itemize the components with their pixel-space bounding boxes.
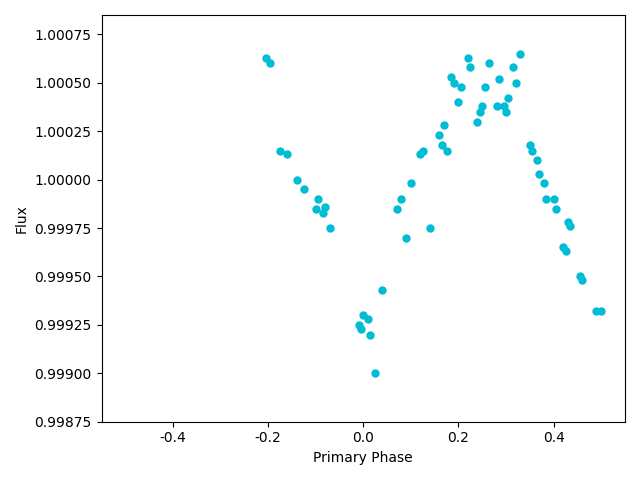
Point — [525, 141, 535, 149]
Point — [415, 151, 426, 158]
X-axis label: Primary Phase: Primary Phase — [314, 451, 413, 465]
Point — [479, 83, 490, 91]
Point — [356, 325, 366, 333]
Point — [418, 147, 428, 155]
Point — [370, 370, 380, 377]
Point — [453, 98, 463, 106]
Point — [465, 63, 476, 71]
Point — [563, 218, 573, 226]
Point — [317, 209, 328, 216]
Point — [527, 147, 538, 155]
Point — [282, 151, 292, 158]
Point — [275, 147, 285, 155]
Point — [561, 248, 571, 255]
Point — [565, 222, 575, 230]
Point — [435, 131, 445, 139]
Point — [477, 102, 487, 110]
Point — [363, 315, 373, 323]
Point — [436, 141, 447, 149]
Point — [292, 176, 302, 183]
Point — [353, 321, 364, 329]
Point — [591, 308, 602, 315]
Point — [449, 79, 459, 86]
Point — [325, 224, 335, 232]
Point — [313, 195, 323, 203]
Point — [425, 224, 435, 232]
Point — [401, 234, 412, 241]
Y-axis label: Flux: Flux — [15, 204, 29, 233]
Point — [442, 147, 452, 155]
Point — [541, 195, 552, 203]
Point — [551, 205, 561, 213]
Point — [260, 54, 271, 61]
Point — [511, 79, 521, 86]
Point — [396, 195, 406, 203]
Point — [358, 312, 369, 319]
Point — [484, 60, 495, 67]
Point — [515, 50, 525, 58]
Point — [406, 180, 416, 187]
Point — [577, 276, 588, 284]
Point — [365, 331, 376, 338]
Point — [266, 60, 276, 67]
Point — [503, 95, 513, 102]
Point — [299, 185, 309, 193]
Point — [494, 75, 504, 83]
Point — [439, 121, 449, 129]
Point — [499, 102, 509, 110]
Point — [575, 273, 585, 280]
Point — [501, 108, 511, 116]
Point — [446, 73, 456, 81]
Point — [492, 102, 502, 110]
Point — [463, 54, 473, 61]
Point — [558, 243, 568, 251]
Point — [596, 308, 606, 315]
Point — [534, 170, 545, 178]
Point — [548, 195, 559, 203]
Point — [456, 83, 466, 91]
Point — [539, 180, 549, 187]
Point — [532, 156, 542, 164]
Point — [377, 286, 387, 294]
Point — [320, 203, 330, 211]
Point — [472, 118, 483, 125]
Point — [392, 205, 402, 213]
Point — [475, 108, 485, 116]
Point — [508, 63, 518, 71]
Point — [310, 205, 321, 213]
